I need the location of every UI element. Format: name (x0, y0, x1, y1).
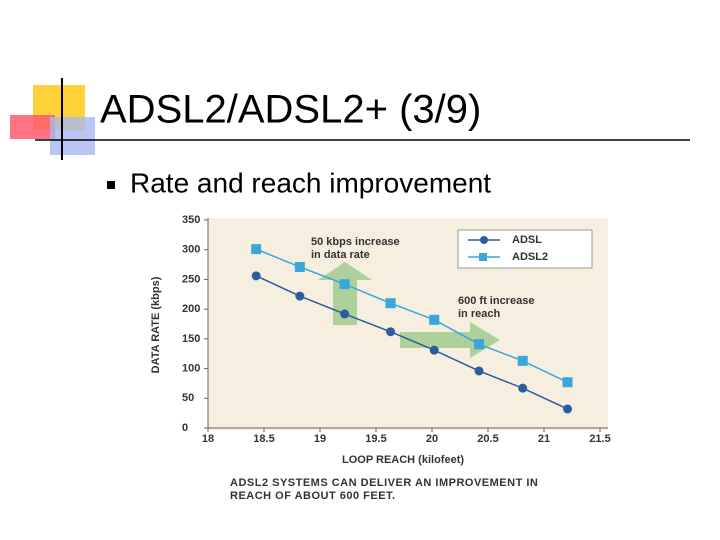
legend-label: ADSL2 (512, 251, 548, 263)
x-tick-label: 18.5 (253, 433, 274, 445)
caption: REACH OF ABOUT 600 FEET. (230, 490, 396, 502)
point (340, 309, 350, 319)
x-tick-label: 21.5 (589, 433, 610, 445)
x-tick-label: 19.5 (365, 433, 386, 445)
point (339, 279, 350, 290)
series-line (255, 275, 568, 410)
y-tick-label: 300 (182, 244, 200, 256)
y-tick-label: 100 (182, 362, 200, 374)
annotation: in reach (458, 308, 500, 320)
point (429, 345, 439, 355)
point (294, 261, 305, 272)
bullet-marker (107, 181, 115, 189)
legend-box (457, 229, 593, 269)
y-tick-label: 150 (182, 333, 200, 345)
y-tick-label: 0 (182, 422, 188, 434)
x-tick-label: 19 (314, 433, 326, 445)
bullet-text: Rate and reach improvement (130, 167, 491, 198)
point (474, 366, 484, 376)
y-tick-label: 200 (182, 303, 200, 315)
series-line (255, 248, 568, 383)
point (474, 339, 485, 350)
point (251, 244, 262, 255)
point (562, 377, 573, 388)
point (518, 383, 528, 393)
point (386, 327, 396, 337)
point (429, 314, 440, 325)
point (385, 298, 396, 309)
annotation: in data rate (311, 249, 370, 261)
annotation: 600 ft increase (458, 295, 534, 307)
point (563, 404, 573, 414)
arrow-up (318, 262, 372, 325)
decor-blue (50, 117, 95, 155)
marks (251, 244, 573, 414)
point (295, 291, 305, 301)
point (517, 355, 528, 366)
y-tick-label: 250 (182, 273, 200, 285)
annotation: 50 kbps increase (311, 236, 400, 248)
x-tick-label: 18 (202, 433, 214, 445)
slide-title: ADSL2/ADSL2+ (3/9) (100, 88, 481, 132)
x-tick-label: 20 (426, 433, 438, 445)
y-tick-label: 350 (182, 214, 200, 226)
decor-red (10, 115, 55, 139)
x-axis-label: LOOP REACH (kilofeet) (342, 454, 464, 466)
legend-marker (480, 236, 488, 244)
legend-label: ADSL (512, 234, 542, 246)
caption: ADSL2 SYSTEMS CAN DELIVER AN IMPROVEMENT… (230, 477, 538, 489)
x-tick-label: 21 (538, 433, 550, 445)
y-tick-label: 50 (182, 392, 194, 404)
x-tick-label: 20.5 (477, 433, 498, 445)
point (251, 271, 261, 281)
y-axis-label: DATA RATE (kbps) (150, 276, 162, 373)
legend-marker (479, 253, 487, 261)
